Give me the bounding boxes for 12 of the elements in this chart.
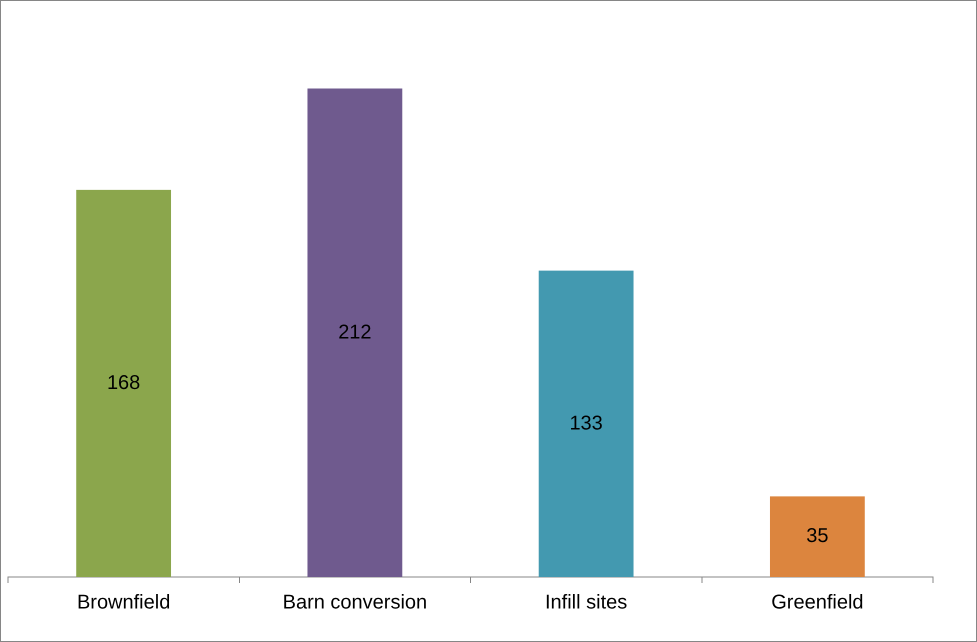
x-tick-label: Barn conversion bbox=[282, 592, 428, 614]
data-label: 35 bbox=[806, 525, 828, 548]
data-label: 133 bbox=[569, 412, 603, 434]
data-label: 212 bbox=[338, 321, 372, 344]
bar bbox=[770, 496, 865, 577]
x-tick-label: Brownfield bbox=[76, 592, 170, 614]
bar bbox=[307, 88, 402, 577]
bar bbox=[538, 270, 634, 577]
data-label: 168 bbox=[106, 372, 140, 394]
x-tick-label: Infill sites bbox=[545, 592, 628, 614]
bar bbox=[76, 190, 172, 577]
x-tick-label: Greenfield bbox=[771, 592, 864, 614]
